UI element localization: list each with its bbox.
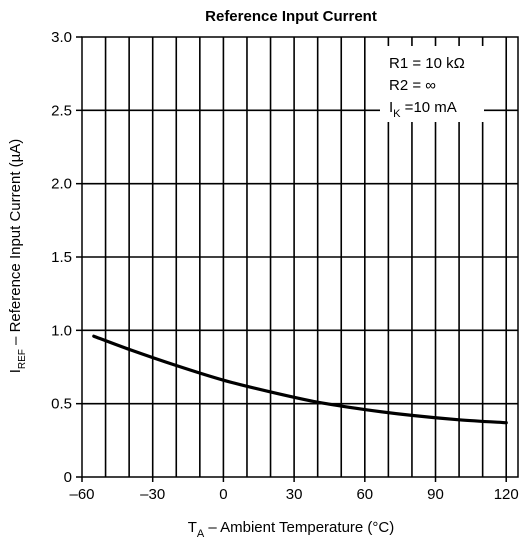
x-tick-label: 60 bbox=[356, 486, 373, 503]
x-tick-label: 120 bbox=[494, 486, 519, 503]
x-tick-label: 30 bbox=[286, 486, 303, 503]
x-axis-label-text: – Ambient Temperature (°C) bbox=[204, 519, 394, 536]
y-axis-label-symbol: I bbox=[7, 369, 24, 373]
y-tick-label: 2.5 bbox=[51, 102, 72, 119]
plot-frame bbox=[81, 36, 519, 478]
legend-entry: R1 = 10 kΩ bbox=[389, 55, 465, 72]
x-tick-label: 0 bbox=[219, 486, 227, 503]
x-tick-label: 90 bbox=[427, 486, 444, 503]
y-tick-label: 0.5 bbox=[51, 396, 72, 413]
legend-entry-subscript: K bbox=[393, 108, 401, 120]
x-axis-label-symbol: T bbox=[188, 519, 197, 536]
series-line bbox=[92, 334, 508, 425]
y-axis-label-text: – Reference Input Current (µA) bbox=[7, 139, 24, 349]
x-tick-label: –30 bbox=[140, 486, 165, 503]
legend-entry-text: R2 = ∞ bbox=[389, 77, 436, 94]
y-tick-label: 0 bbox=[64, 469, 72, 486]
legend-entry-text: I bbox=[389, 99, 393, 116]
legend-entry: R2 = ∞ bbox=[389, 77, 436, 94]
chart-title: Reference Input Current bbox=[205, 8, 377, 25]
x-tick-label: –60 bbox=[69, 486, 94, 503]
y-axis-label: IREF – Reference Input Current (µA) bbox=[7, 139, 28, 374]
legend: R1 = 10 kΩ R2 = ∞ IK =10 mA bbox=[380, 46, 484, 122]
legend-entry-text: =10 mA bbox=[401, 99, 457, 116]
series-layer bbox=[92, 334, 508, 425]
legend-entry: IK =10 mA bbox=[389, 99, 457, 120]
y-tick-label: 2.0 bbox=[51, 176, 72, 193]
y-tick-label: 1.5 bbox=[51, 249, 72, 266]
y-axis-label-subscript: REF bbox=[17, 349, 28, 369]
legend-entry-text: R1 = 10 kΩ bbox=[389, 55, 465, 72]
legend-background bbox=[380, 46, 484, 122]
axis-ticks: –60 –30 0 30 60 90 120 0 0.5 1.0 1.5 2.0 2.5 3.0 bbox=[51, 29, 519, 503]
x-axis-label: TA – Ambient Temperature (°C) bbox=[188, 519, 394, 540]
y-tick-label: 3.0 bbox=[51, 29, 72, 46]
x-axis-label-subscript: A bbox=[197, 528, 205, 540]
y-tick-label: 1.0 bbox=[51, 322, 72, 339]
